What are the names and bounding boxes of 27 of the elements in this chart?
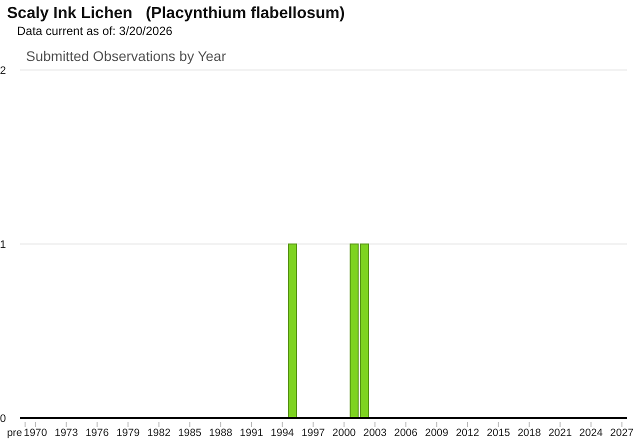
x-tick-label: 1988 — [208, 427, 232, 439]
x-tick-label: 2024 — [579, 427, 603, 439]
x-tick-label: 2012 — [456, 427, 480, 439]
y-tick-label: 0 — [0, 412, 6, 425]
x-tick-label: pre — [6, 427, 22, 439]
x-tick-label: 1997 — [302, 427, 326, 439]
chart-title: Scaly Ink Lichen (Placynthium flabellosum) — [7, 5, 345, 23]
x-tick-label: 1991 — [240, 427, 264, 439]
chart-subtitle: Data current as of: 3/20/2026 — [17, 24, 172, 38]
x-tick-label: 1976 — [85, 427, 109, 439]
x-tick-label: 2003 — [363, 427, 387, 439]
x-tick-label: 2006 — [394, 427, 418, 439]
x-tick-label: 2027 — [610, 427, 634, 439]
text: Submitted Observations by Year — [26, 48, 226, 64]
y-tick-label: 1 — [0, 238, 6, 251]
x-tick-label: 2015 — [486, 427, 510, 439]
x-tick-label: 1970 — [24, 427, 48, 439]
y-tick-label: 2 — [0, 64, 6, 77]
x-tick-label: 2021 — [548, 427, 572, 439]
x-tick-label: 1985 — [178, 427, 202, 439]
x-tick-label: 2009 — [424, 427, 449, 439]
x-tick-label: 2000 — [332, 427, 356, 439]
x-tick-label: 1973 — [54, 427, 78, 439]
x-tick-label: 2018 — [518, 427, 542, 439]
x-tick-label: 1982 — [147, 427, 171, 439]
x-tick-label: 1994 — [270, 427, 294, 439]
x-tick-label: 1979 — [116, 427, 140, 439]
